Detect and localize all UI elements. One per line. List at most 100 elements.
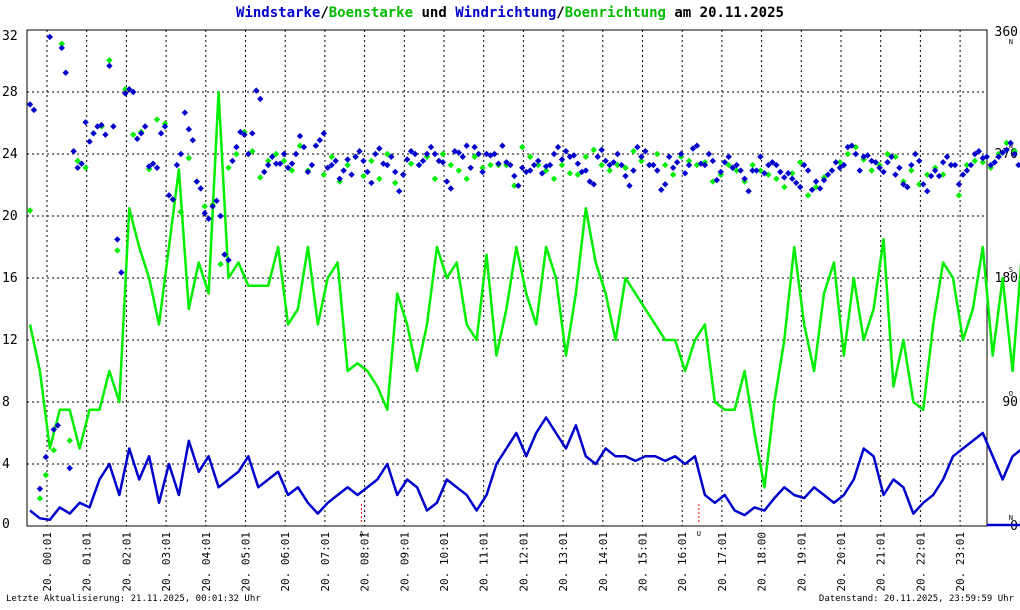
direction-point-Windrichtung: [185, 126, 192, 133]
title-part-7: am 20.11.2025: [666, 5, 784, 21]
direction-point-Windrichtung: [713, 176, 721, 184]
y-tick-label: 20: [2, 209, 18, 224]
direction-point-Windrichtung: [769, 159, 776, 166]
direction-point-Windrichtung: [280, 150, 288, 158]
direction-point-Boenrichtung: [836, 159, 844, 166]
direction-point-Windrichtung: [852, 150, 859, 158]
direction-point-Windrichtung: [66, 464, 73, 472]
series-line-Windstarke: [29, 416, 1020, 522]
direction-point-Windrichtung: [118, 269, 125, 276]
x-tick-label: 20. 12:01: [517, 532, 530, 592]
direction-point-Windrichtung: [296, 132, 304, 140]
direction-point-Boenrichtung: [598, 161, 605, 169]
direction-point-Boenrichtung: [487, 161, 494, 169]
direction-point-Windrichtung: [848, 142, 855, 149]
direction-point-Windrichtung: [995, 153, 1002, 160]
dir-tick-label: 360: [995, 25, 1018, 40]
direction-point-Boenrichtung: [558, 161, 566, 169]
direction-point-Boenrichtung: [344, 161, 351, 169]
direction-point-Boenrichtung: [527, 153, 534, 160]
x-tick-label: 20. 16:01: [676, 532, 689, 592]
direction-point-Windrichtung: [967, 161, 975, 169]
direction-point-Windrichtung: [94, 123, 101, 130]
direction-point-Windrichtung: [610, 159, 617, 166]
x-tick-label: 20. 04:01: [200, 532, 213, 592]
direction-point-Windrichtung: [654, 167, 661, 174]
direction-point-Windrichtung: [463, 142, 470, 149]
direction-point-Windrichtung: [42, 453, 50, 461]
direction-point-Boenrichtung: [74, 157, 81, 165]
direction-point-Windrichtung: [761, 170, 768, 177]
direction-point-Windrichtung: [443, 178, 451, 185]
chart-title: Windstarke/Boenstarke und Windrichtung/B…: [236, 5, 784, 21]
direction-point-Windrichtung: [189, 137, 196, 144]
direction-point-Windrichtung: [642, 148, 649, 155]
direction-point-Boenrichtung: [106, 57, 113, 64]
direction-point-Windrichtung: [749, 167, 756, 174]
direction-point-Windrichtung: [689, 145, 697, 152]
direction-point-Windrichtung: [638, 153, 645, 160]
direction-point-Windrichtung: [796, 183, 804, 191]
direction-point-Windrichtung: [598, 146, 605, 154]
direction-point-Windrichtung: [58, 44, 65, 52]
compass-letter: W: [1009, 142, 1014, 150]
direction-point-Windrichtung: [483, 150, 490, 158]
direction-point-Windrichtung: [161, 123, 169, 130]
direction-point-Windrichtung: [268, 153, 276, 160]
x-tick-label: 20. 20:01: [835, 532, 848, 592]
direction-point-Boenrichtung: [868, 167, 875, 174]
direction-point-Windrichtung: [1003, 146, 1010, 154]
direction-point-Windrichtung: [467, 164, 474, 171]
direction-point-Windrichtung: [701, 161, 709, 169]
direction-point-Windrichtung: [396, 188, 403, 195]
direction-point-Windrichtung: [947, 161, 955, 169]
direction-point-Boenrichtung: [892, 153, 899, 160]
direction-point-Boenrichtung: [511, 182, 518, 189]
x-tick-label: 20. 15:01: [637, 532, 650, 592]
compass-letter: N: [1009, 514, 1013, 522]
direction-point-Windrichtung: [415, 161, 423, 169]
direction-point-Windrichtung: [86, 138, 93, 145]
dir-tick-label: 180: [995, 271, 1018, 286]
direction-point-Windrichtung: [737, 167, 744, 174]
direction-point-Windrichtung: [594, 153, 601, 160]
direction-point-Boenrichtung: [662, 161, 669, 169]
direction-point-Windrichtung: [955, 181, 963, 188]
direction-point-Windrichtung: [229, 157, 236, 165]
direction-point-Windrichtung: [276, 160, 284, 167]
direction-point-Boenrichtung: [201, 203, 208, 210]
direction-point-Boenrichtung: [916, 181, 923, 188]
x-tick-label: 20. 21:01: [875, 532, 888, 592]
direction-point-Boenrichtung: [392, 179, 399, 187]
direction-point-Boenrichtung: [439, 150, 447, 158]
direction-point-Windrichtung: [991, 159, 998, 166]
dir-tick-label: 0: [1010, 519, 1018, 534]
direction-point-Boenrichtung: [908, 167, 915, 174]
direction-point-Windrichtung: [527, 167, 534, 174]
x-tick-label: 20. 10:01: [438, 532, 451, 592]
title-part-1: /: [320, 5, 328, 21]
direction-point-Boenrichtung: [773, 175, 780, 182]
direction-point-Windrichtung: [114, 236, 121, 243]
direction-point-Windrichtung: [935, 172, 943, 180]
direction-point-Windrichtung: [54, 422, 61, 429]
direction-point-Boenrichtung: [36, 495, 44, 502]
direction-point-Windrichtung: [237, 128, 244, 136]
direction-point-Boenrichtung: [479, 164, 486, 171]
x-tick-label: 20. 19:01: [795, 532, 808, 592]
direction-point-Windrichtung: [471, 143, 478, 151]
direction-point-Windrichtung: [213, 197, 220, 205]
direction-point-Windrichtung: [304, 168, 312, 176]
direction-point-Windrichtung: [388, 153, 395, 160]
direction-point-Boenrichtung: [796, 159, 804, 166]
direction-point-Windrichtung: [36, 485, 44, 492]
direction-point-Windrichtung: [491, 150, 498, 158]
direction-point-Boenrichtung: [217, 261, 224, 268]
direction-point-Boenrichtung: [812, 183, 820, 191]
direction-point-Windrichtung: [153, 164, 161, 171]
direction-point-Windrichtung: [193, 178, 200, 185]
direction-point-Windrichtung: [431, 150, 439, 158]
